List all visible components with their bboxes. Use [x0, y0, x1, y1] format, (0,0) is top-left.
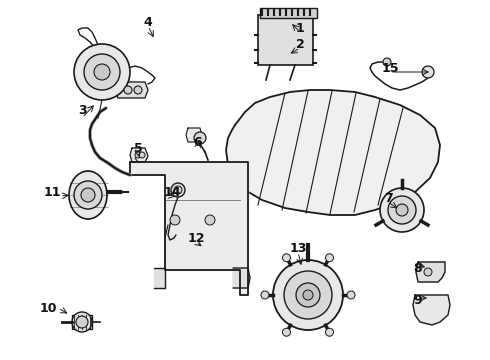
FancyBboxPatch shape	[258, 15, 313, 65]
Circle shape	[347, 291, 355, 299]
Circle shape	[74, 181, 102, 209]
Text: 12: 12	[187, 231, 205, 244]
Circle shape	[424, 268, 432, 276]
Polygon shape	[226, 90, 440, 215]
Text: 14: 14	[163, 185, 181, 198]
Circle shape	[422, 66, 434, 78]
Circle shape	[72, 312, 92, 332]
FancyBboxPatch shape	[260, 8, 317, 18]
Circle shape	[174, 186, 182, 194]
Text: 6: 6	[194, 135, 202, 148]
Circle shape	[76, 316, 88, 328]
Circle shape	[139, 152, 145, 158]
Circle shape	[273, 260, 343, 330]
Text: 7: 7	[384, 192, 392, 204]
Circle shape	[325, 328, 334, 336]
Circle shape	[283, 254, 291, 262]
Text: 5: 5	[134, 141, 143, 154]
Circle shape	[84, 54, 120, 90]
Text: 3: 3	[78, 104, 86, 117]
Ellipse shape	[69, 171, 107, 219]
Polygon shape	[186, 128, 202, 142]
Circle shape	[388, 196, 416, 224]
Circle shape	[74, 44, 130, 100]
Text: 10: 10	[39, 302, 57, 315]
Text: 15: 15	[381, 62, 399, 75]
Circle shape	[296, 283, 320, 307]
Circle shape	[170, 215, 180, 225]
Circle shape	[261, 291, 269, 299]
Text: 1: 1	[295, 22, 304, 35]
Polygon shape	[233, 268, 250, 288]
Circle shape	[194, 132, 206, 144]
Circle shape	[134, 86, 142, 94]
Circle shape	[94, 64, 110, 80]
Circle shape	[171, 183, 185, 197]
Circle shape	[325, 254, 334, 262]
Polygon shape	[130, 162, 248, 295]
Circle shape	[135, 152, 141, 158]
Text: 2: 2	[295, 39, 304, 51]
Polygon shape	[130, 148, 148, 162]
Circle shape	[205, 215, 215, 225]
Text: 4: 4	[144, 15, 152, 28]
Circle shape	[81, 188, 95, 202]
Circle shape	[283, 328, 291, 336]
Circle shape	[303, 290, 313, 300]
Circle shape	[383, 58, 391, 66]
FancyBboxPatch shape	[72, 315, 92, 329]
Polygon shape	[154, 268, 165, 288]
Polygon shape	[416, 262, 445, 282]
Circle shape	[396, 204, 408, 216]
Circle shape	[380, 188, 424, 232]
Text: 13: 13	[289, 242, 307, 255]
Text: 9: 9	[414, 293, 422, 306]
Text: 11: 11	[43, 185, 61, 198]
Polygon shape	[413, 295, 450, 325]
Text: 8: 8	[414, 261, 422, 274]
Polygon shape	[115, 82, 148, 98]
Circle shape	[284, 271, 332, 319]
Circle shape	[124, 86, 132, 94]
